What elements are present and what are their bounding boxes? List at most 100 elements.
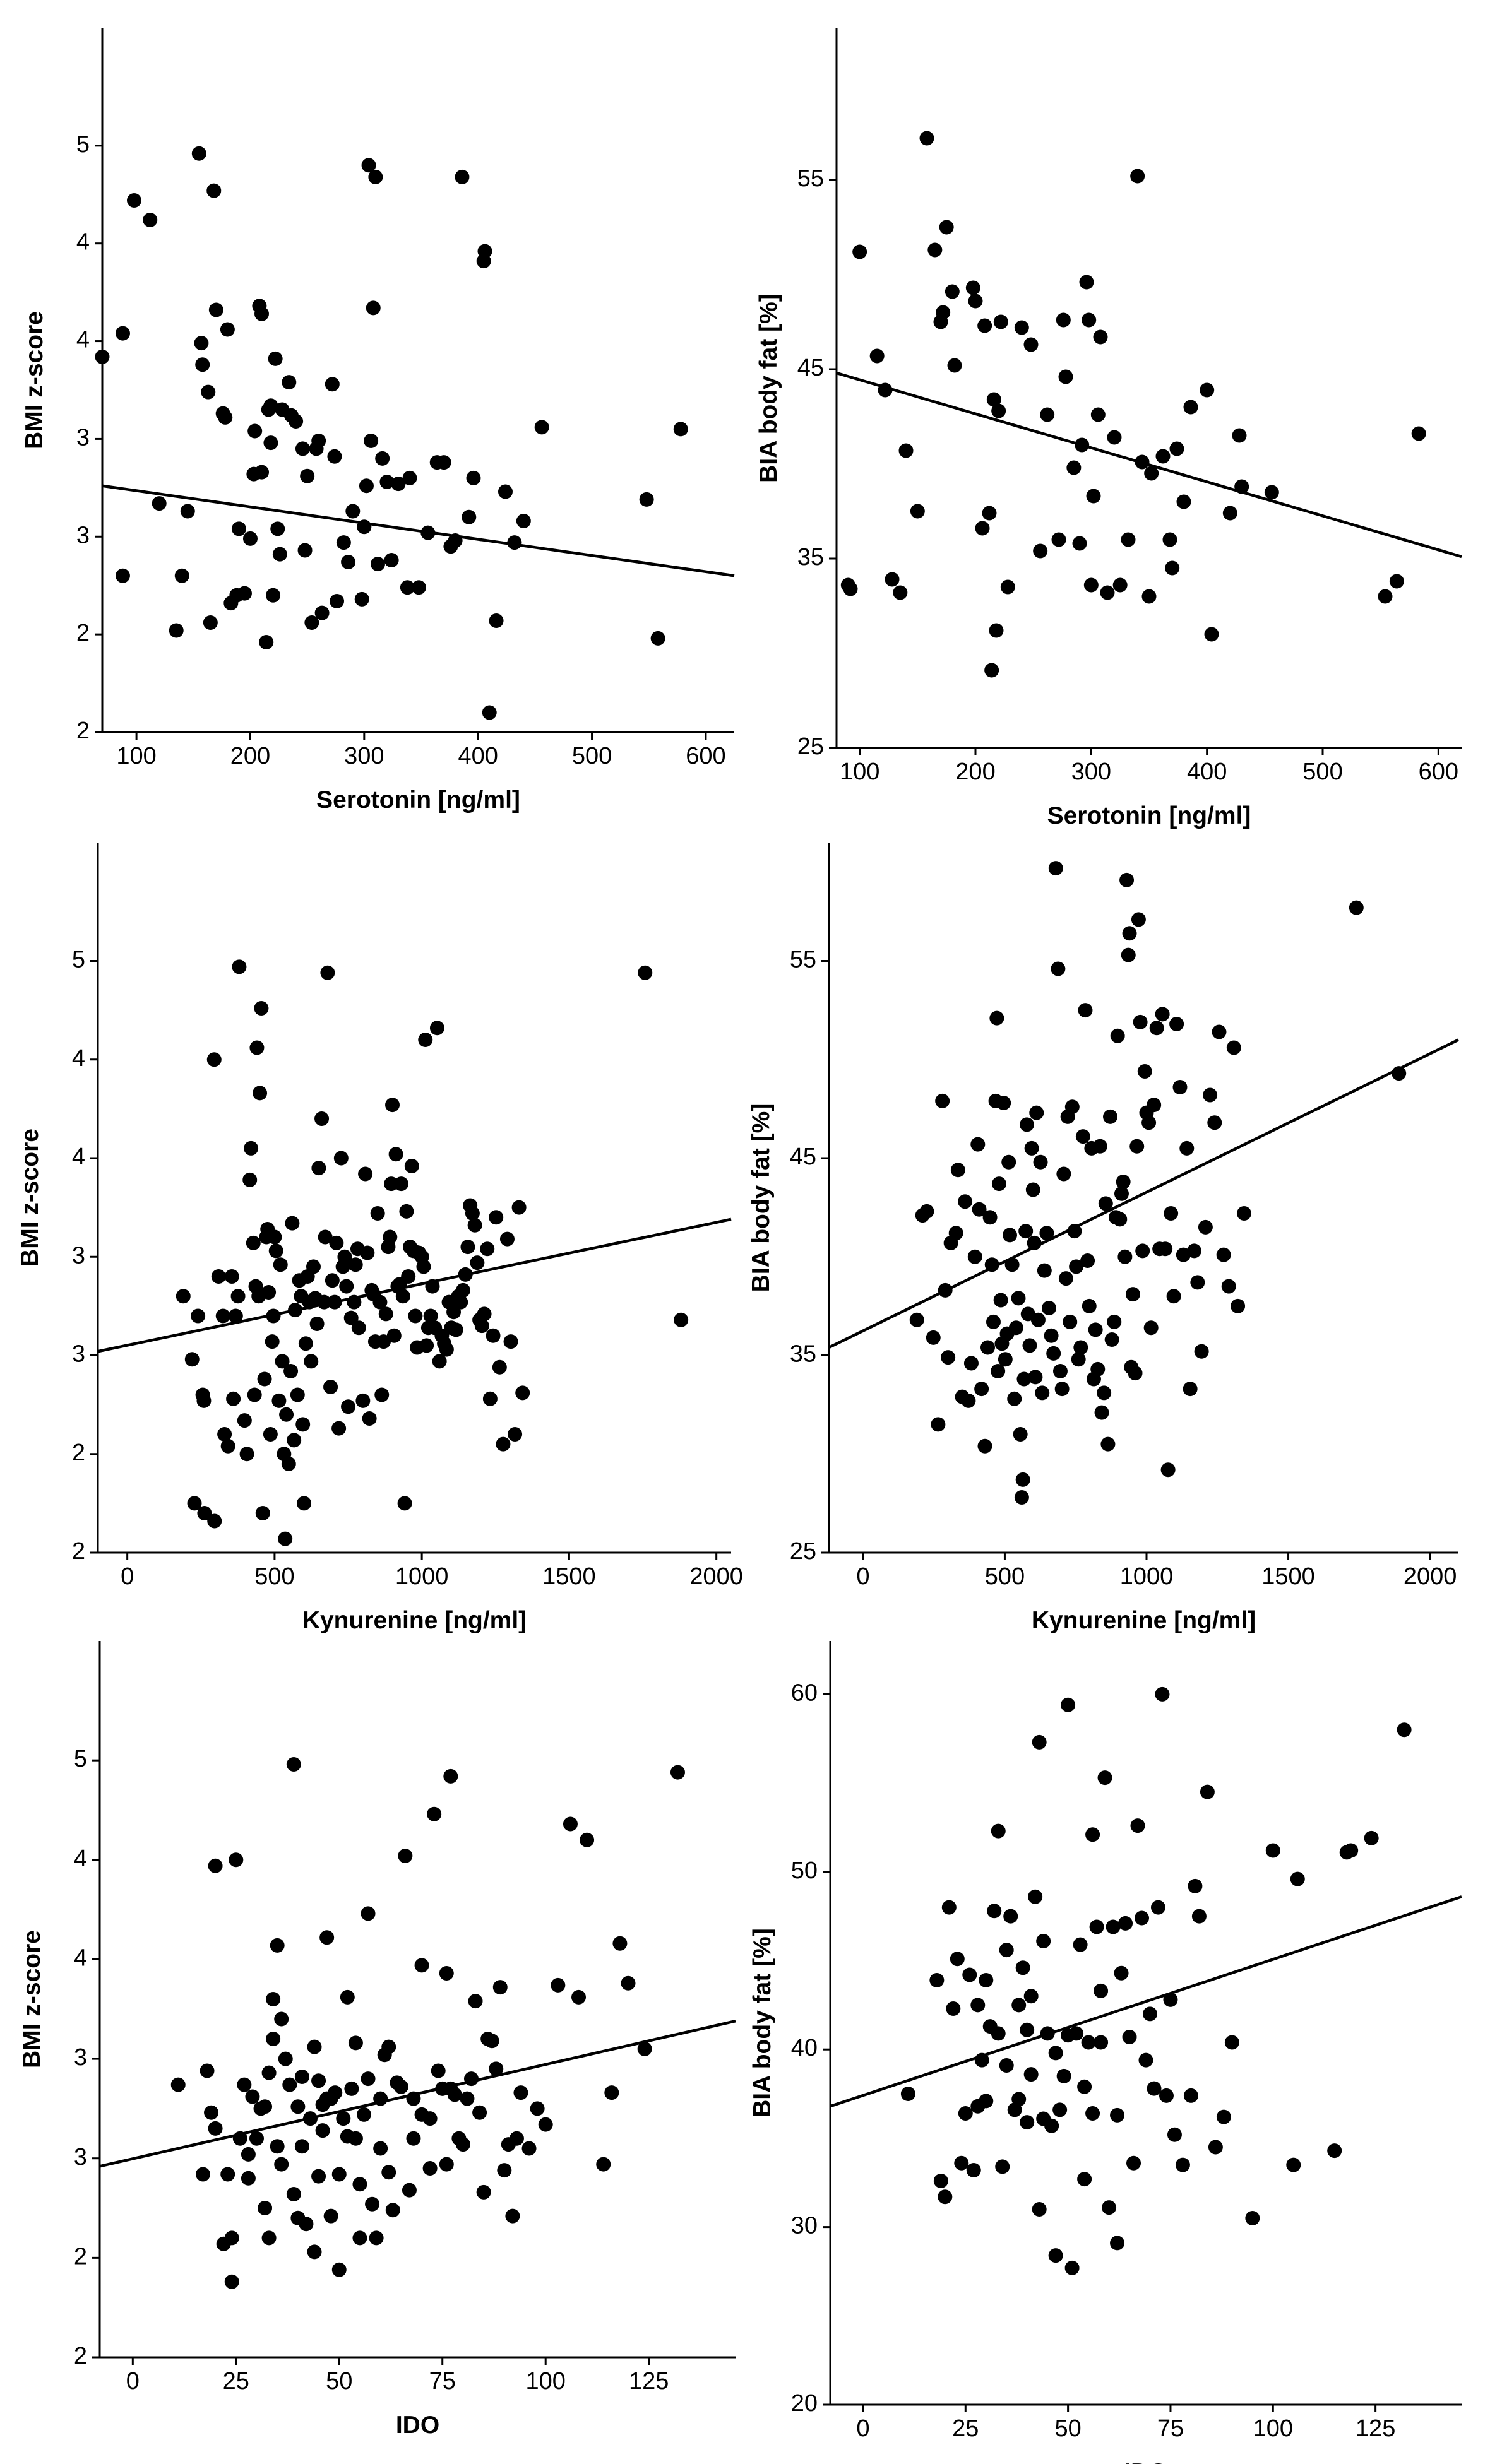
data-point — [458, 1267, 473, 1282]
data-point — [200, 2063, 215, 2078]
data-point — [596, 2157, 611, 2172]
data-point — [249, 1040, 265, 1055]
data-point — [1224, 2035, 1239, 2050]
data-point — [464, 2071, 479, 2087]
data-point — [289, 414, 304, 429]
data-point — [318, 1229, 333, 1245]
data-point — [1131, 912, 1146, 927]
data-point — [196, 1393, 212, 1408]
y-tick-label: 35 — [797, 544, 824, 571]
data-point — [869, 348, 885, 364]
data-point — [1023, 1989, 1039, 2004]
data-point — [361, 2071, 376, 2087]
data-point — [383, 1229, 398, 1245]
y-tick-label: 30 — [791, 2213, 818, 2239]
data-point — [285, 1216, 300, 1231]
data-point — [1158, 1241, 1173, 1257]
data-point — [1063, 1314, 1078, 1329]
data-point — [484, 2034, 499, 2049]
data-point — [472, 2105, 487, 2120]
data-point — [1015, 1472, 1030, 1487]
y-tick-label: 35 — [790, 1341, 816, 1368]
data-point — [272, 547, 287, 562]
data-point — [522, 2141, 537, 2156]
data-point — [513, 2085, 528, 2100]
data-point — [1077, 2172, 1092, 2187]
data-point — [1039, 1226, 1054, 1241]
data-point — [295, 1417, 311, 1432]
data-point — [1344, 1843, 1359, 1858]
data-point — [650, 631, 665, 646]
data-point — [354, 591, 369, 607]
data-point — [612, 1936, 628, 1951]
data-point — [963, 1356, 979, 1371]
data-point — [369, 2230, 384, 2246]
data-point — [995, 2159, 1010, 2174]
y-tick-label: 20 — [791, 2390, 818, 2417]
data-point — [224, 2230, 239, 2246]
data-point — [1042, 1301, 1057, 1315]
x-tick-label: 600 — [1419, 759, 1458, 785]
data-point — [368, 169, 383, 184]
data-point — [991, 2026, 1006, 2041]
data-point — [1064, 2260, 1080, 2275]
data-point — [253, 1086, 268, 1101]
data-point — [247, 424, 263, 439]
data-point — [980, 1340, 995, 1355]
data-point — [286, 2186, 301, 2201]
data-point — [268, 351, 283, 366]
data-point — [1092, 1139, 1107, 1154]
data-point — [1107, 430, 1122, 445]
y-tick-label: 25 — [790, 1538, 816, 1565]
data-point — [926, 1330, 941, 1345]
data-point — [1119, 872, 1135, 887]
data-point — [1073, 1937, 1088, 1952]
data-point — [1150, 1900, 1165, 1915]
data-point — [1144, 466, 1159, 481]
data-point — [489, 2061, 504, 2076]
data-point — [1073, 1340, 1088, 1355]
data-point — [991, 403, 1006, 418]
y-tick-label: 3 — [74, 2044, 87, 2071]
data-point — [386, 1328, 402, 1343]
data-point — [1104, 1332, 1119, 1347]
data-point — [294, 2139, 309, 2154]
data-point — [970, 1998, 986, 2013]
y-tick-label: 50 — [791, 1857, 818, 1884]
data-point — [954, 2155, 969, 2171]
data-point — [919, 1204, 934, 1219]
data-point — [1190, 1275, 1205, 1290]
data-point — [427, 1806, 442, 1821]
data-point — [1107, 1314, 1122, 1329]
data-point — [991, 1364, 1006, 1378]
data-point — [378, 1306, 393, 1322]
data-point — [266, 1308, 281, 1324]
data-point — [1129, 1139, 1145, 1154]
data-point — [466, 470, 481, 485]
data-point — [384, 1176, 399, 1192]
data-point — [1056, 1166, 1071, 1182]
data-point — [1204, 627, 1219, 642]
data-point — [195, 2167, 210, 2182]
data-point — [1155, 1007, 1170, 1022]
data-point — [401, 1269, 416, 1284]
data-point — [220, 2167, 235, 2182]
data-point — [958, 1194, 973, 1209]
data-point — [1011, 1291, 1026, 1306]
data-point — [931, 1417, 946, 1432]
data-point — [1083, 578, 1099, 593]
data-point — [1411, 426, 1426, 441]
data-point — [206, 183, 222, 198]
x-axis-label: Serotonin [ng/ml] — [1047, 802, 1251, 829]
data-point — [406, 2091, 421, 2106]
y-axis-label: BMI z-score — [21, 311, 48, 449]
data-point — [1141, 589, 1157, 604]
data-point — [232, 959, 247, 974]
data-point — [1058, 1271, 1073, 1286]
data-point — [249, 2131, 264, 2146]
data-point — [348, 2131, 363, 2146]
scatter-panel-3: 2 2 3 3 4 4 5 0 500 1000 1500 2000 Kynurenine [ng/ml… — [16, 843, 743, 1634]
data-point — [1133, 1014, 1148, 1029]
data-point — [1090, 407, 1106, 422]
